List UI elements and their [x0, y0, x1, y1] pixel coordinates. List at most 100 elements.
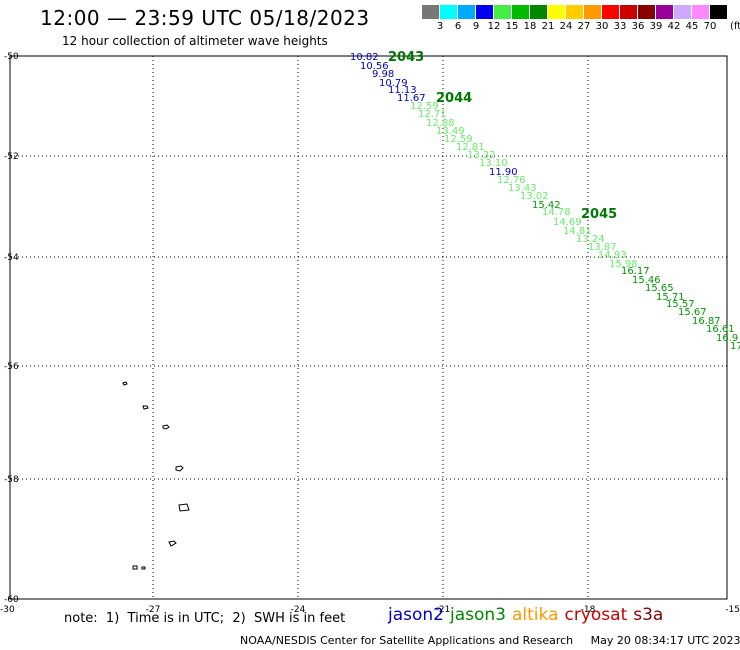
obs-label-light: 12.71: [418, 109, 447, 120]
obs-label-dark: 16.61: [706, 324, 735, 335]
obs-label-blue: 11.90: [489, 167, 518, 178]
obs-label-light: 12.88: [426, 118, 455, 129]
obs-label-light: 14.69: [553, 217, 582, 228]
obs-label-light: 13.10: [479, 158, 508, 169]
scale-swatch: [458, 5, 475, 19]
obs-label-light: 13.43: [508, 183, 537, 194]
scale-swatch: [512, 5, 529, 19]
pass-number-labels: 2043 2044 2045: [388, 50, 617, 222]
pass-label: 2044: [436, 91, 472, 106]
latitude-label: -50: [4, 52, 19, 62]
scale-swatch: [656, 5, 673, 19]
pass-label: 2043: [388, 50, 424, 65]
obs-label-light: 13.24: [576, 234, 605, 245]
scale-tick-label: 45: [685, 21, 699, 32]
latitude-label: -58: [4, 475, 19, 485]
obs-label-blue: 9.98: [372, 69, 394, 80]
pass-label: 2045: [581, 207, 617, 222]
longitude-label: -30: [0, 605, 15, 615]
obs-label-light: 12.59: [410, 101, 439, 112]
obs-label-dark: 16.17: [621, 266, 650, 277]
scale-swatch: [692, 5, 709, 19]
scale-tick-label: 33: [613, 21, 627, 32]
latitude-label: -60: [4, 595, 19, 605]
map-frame: [9, 55, 728, 600]
scale-tick-label: 12: [487, 21, 501, 32]
obs-label-light: 15.98: [609, 259, 638, 270]
scale-swatch: [620, 5, 637, 19]
obs-label-dark: 15.42: [532, 200, 561, 211]
longitude-label: -18: [581, 605, 596, 615]
obs-label-light: 12.81: [456, 142, 485, 153]
obs-label-blue: 11.67: [397, 93, 426, 104]
obs-label-dark: 16.87: [692, 316, 721, 327]
legend-item-altika: altika: [512, 605, 559, 625]
scale-tick-label: 6: [454, 21, 462, 32]
obs-label-dark: 15.57: [666, 299, 695, 310]
longitude-label: -24: [291, 605, 306, 615]
island-5: [178, 503, 190, 512]
page-subtitle: 12 hour collection of altimeter wave hei…: [62, 34, 328, 48]
scale-swatch: [548, 5, 565, 19]
scale-swatch: [476, 5, 493, 19]
island-outlines: [122, 381, 190, 570]
longitude-label: -21: [436, 605, 451, 615]
island-1: [122, 381, 128, 386]
obs-label-dark: 15.71: [656, 292, 685, 303]
obs-label-light: 14.81: [563, 226, 592, 237]
scale-unit-label: (ft): [730, 21, 740, 32]
scale-swatch: [422, 5, 439, 19]
longitude-labels: -30 -27 -24 -21 -18 -15: [0, 605, 740, 615]
scale-tick-label: 24: [559, 21, 573, 32]
island-7: [132, 565, 138, 570]
scale-tick-label: 39: [649, 21, 663, 32]
obs-label-blue: 10.56: [360, 61, 389, 72]
island-4: [175, 465, 184, 472]
longitude-label: -27: [146, 605, 161, 615]
island-3: [162, 424, 170, 430]
obs-label-dark: 15.67: [678, 307, 707, 318]
scale-tick-label: 9: [472, 21, 480, 32]
scale-swatch: [584, 5, 601, 19]
scale-tick-label: 30: [595, 21, 609, 32]
scale-tick-label: 18: [523, 21, 537, 32]
obs-label-light: 13.49: [436, 126, 465, 137]
island-6: [168, 540, 177, 547]
obs-label-light: 14.78: [542, 207, 571, 218]
latitude-label: -52: [4, 152, 19, 162]
scale-tick-label: 27: [577, 21, 591, 32]
island-8: [141, 566, 146, 570]
obs-label-light: 12.76: [497, 175, 526, 186]
scale-swatch: [530, 5, 547, 19]
longitude-label: -15: [725, 605, 740, 615]
obs-label-light: 13.87: [588, 242, 617, 253]
scale-swatch: [602, 5, 619, 19]
scale-swatch: [674, 5, 691, 19]
satellite-legend: jason2 jason3 altika cryosat s3a: [388, 605, 669, 625]
obs-label-dark: 15.65: [645, 283, 674, 294]
obs-label-dark: 15.46: [632, 275, 661, 286]
island-2: [142, 405, 149, 410]
map-graticule: [10, 56, 727, 599]
credit-line: NOAA/NESDIS Center for Satellite Applica…: [240, 634, 740, 647]
scale-swatch: [494, 5, 511, 19]
legend-item-jason2: jason2: [388, 605, 444, 625]
legend-item-s3a: s3a: [633, 605, 664, 625]
scale-swatch: [638, 5, 655, 19]
obs-label-dark: 16.9: [716, 333, 738, 344]
scale-tick-label: 21: [541, 21, 555, 32]
obs-label-light: 13.02: [520, 191, 549, 202]
obs-label-blue: 10.82: [350, 52, 379, 63]
obs-label-light: 12.59: [444, 134, 473, 145]
scale-swatch: [440, 5, 457, 19]
obs-label-dark: 17: [730, 341, 740, 352]
latitude-labels: -50 -52 -54 -56 -58 -60: [4, 52, 19, 605]
legend-item-jason3: jason3: [450, 605, 506, 625]
scale-tick-label: 70: [703, 21, 717, 32]
page-title: 12:00 — 23:59 UTC 05/18/2023: [40, 6, 370, 30]
scale-swatch: [710, 5, 727, 19]
scale-tick-label: 3: [436, 21, 444, 32]
obs-label-blue: 11.13: [388, 85, 417, 96]
obs-label-light: 13.32: [467, 150, 496, 161]
